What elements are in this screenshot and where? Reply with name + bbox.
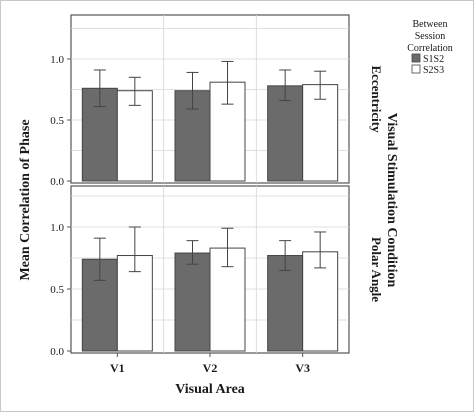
panel-label: Polar Angle xyxy=(369,237,384,302)
x-tick-label: V3 xyxy=(295,361,310,375)
bar-s1s2-v3 xyxy=(267,85,304,182)
x-axis-label: Visual Area xyxy=(175,382,245,397)
x-tick-label: V1 xyxy=(110,361,125,375)
error-bar-s1s2-v3 xyxy=(279,69,292,101)
y-tick-label: 0.0 xyxy=(50,176,64,188)
labels-layer: Mean Correlation of Phase Visual Area Vi… xyxy=(18,113,399,397)
error-bar-s2s3-v1 xyxy=(128,76,141,106)
legend-label-s2s3: S2S3 xyxy=(423,65,444,76)
error-bar-s2s3-v1 xyxy=(128,226,141,273)
y-axis-label: Mean Correlation of Phase xyxy=(18,119,33,280)
panel-label: Eccentricity xyxy=(369,65,384,133)
y-tick-label: 0.5 xyxy=(50,284,64,296)
legend-title-line: Correlation xyxy=(407,43,453,54)
legend-swatch-s1s2 xyxy=(411,53,421,63)
marks-layer xyxy=(81,60,339,352)
panel-2-marks xyxy=(81,226,339,352)
bar-s1s2-v2 xyxy=(174,252,211,352)
legend-title-line: Session xyxy=(415,31,446,42)
error-bar-s1s2-v2 xyxy=(186,71,199,110)
y-tick-label: 1.0 xyxy=(50,54,64,66)
error-bar-s2s3-v2 xyxy=(221,227,234,268)
error-bar-s2s3-v3 xyxy=(314,231,327,269)
y-tick-label: 0.5 xyxy=(50,115,64,127)
legend-swatch-s2s3 xyxy=(411,64,421,74)
facet-label: Visual Stimulation Condition xyxy=(384,113,399,288)
x-tick-label: V2 xyxy=(203,361,218,375)
panel-1-marks xyxy=(81,60,339,182)
legend-label-s1s2: S1S2 xyxy=(423,54,444,65)
error-bar-s2s3-v2 xyxy=(221,60,234,105)
error-bar-s1s2-v1 xyxy=(93,237,106,281)
legend-title-line: Between xyxy=(413,19,448,30)
error-bar-s2s3-v3 xyxy=(314,70,327,100)
y-tick-label: 0.0 xyxy=(50,346,64,358)
y-tick-label: 1.0 xyxy=(50,222,64,234)
error-bar-s1s2-v3 xyxy=(279,240,292,271)
error-bar-s1s2-v1 xyxy=(93,69,106,108)
error-bar-s1s2-v2 xyxy=(186,240,199,265)
